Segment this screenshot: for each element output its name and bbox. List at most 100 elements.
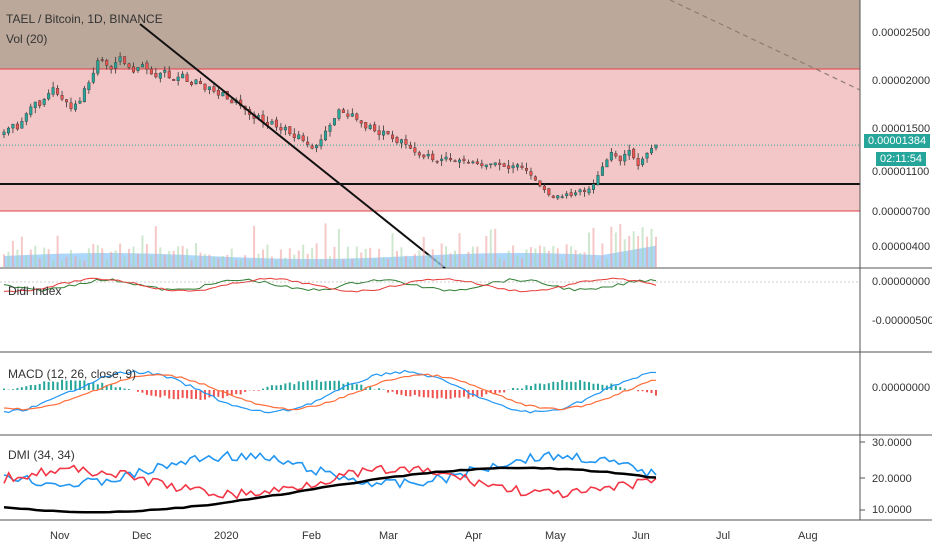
volume-bar-58 [262, 249, 265, 267]
macd-hist-106 [476, 390, 479, 398]
volume-bar-140 [628, 235, 631, 267]
dmi-tick-3: 10.0000 [872, 504, 912, 516]
volume-bar-115 [516, 255, 519, 267]
volume-bar-38 [172, 250, 175, 267]
volume-bar-130 [583, 252, 586, 267]
macd-hist-24 [110, 384, 113, 390]
volume-bar-0 [3, 254, 5, 267]
candle-body-114 [511, 165, 515, 169]
volume-bar-93 [418, 250, 421, 267]
volume-bar-3 [16, 249, 19, 267]
macd-hist-74 [333, 380, 336, 390]
legend-volume: Vol (20) [6, 32, 48, 46]
candle-body-44 [198, 81, 202, 84]
macd-hist-26 [119, 387, 122, 390]
volume-bar-137 [614, 232, 617, 267]
macd-hist-37 [168, 390, 171, 399]
candle-body-79 [355, 113, 359, 120]
candle-body-2 [11, 124, 15, 129]
macd-hist-53 [239, 390, 242, 395]
candle-body-57 [257, 115, 261, 118]
volume-bar-35 [159, 247, 162, 267]
candle-body-121 [542, 185, 546, 191]
macd-hist-43 [195, 390, 198, 399]
macd-hist-22 [101, 382, 104, 390]
volume-bar-141 [632, 231, 635, 267]
volume-bar-143 [641, 227, 644, 267]
macd-hist-108 [485, 390, 488, 395]
macd-hist-128 [574, 382, 577, 390]
countdown-badge: 02:11:54 [876, 152, 927, 166]
macd-hist-31 [141, 390, 144, 393]
macd-hist-49 [221, 390, 224, 399]
candle-body-90 [404, 139, 408, 145]
candle-body-109 [489, 163, 493, 166]
volume-bar-128 [574, 249, 577, 267]
candle-body-69 [310, 145, 314, 149]
candle-body-75 [337, 109, 341, 119]
volume-bar-85 [382, 257, 385, 267]
candle-body-82 [368, 124, 372, 129]
candle-body-19 [87, 82, 91, 91]
macd-hist-86 [387, 390, 390, 393]
candle-body-115 [516, 164, 520, 168]
price-tick-2: 0.00002000 [872, 75, 931, 87]
candle-body-51 [230, 99, 234, 104]
volume-bar-87 [391, 233, 394, 267]
volume-bar-88 [395, 251, 398, 267]
price-tick-5: 0.00000700 [872, 206, 931, 218]
macd-hist-27 [123, 388, 126, 390]
volume-bar-9 [43, 247, 46, 267]
macd-hist-110 [494, 390, 497, 395]
volume-bar-131 [588, 232, 591, 267]
volume-bar-52 [235, 259, 238, 267]
macd-tick: 0.00000000 [872, 382, 931, 394]
candle-body-129 [578, 189, 582, 193]
volume-bar-31 [141, 235, 144, 267]
volume-bar-51 [230, 248, 233, 267]
volume-bar-95 [427, 254, 430, 267]
macd-hist-137 [614, 385, 617, 390]
candle-body-138 [618, 155, 622, 162]
macd-hist-60 [270, 385, 273, 390]
volume-bar-12 [56, 235, 59, 267]
macd-hist-33 [150, 390, 153, 396]
candle-body-5 [24, 113, 28, 122]
macd-hist-133 [596, 383, 599, 390]
candle-body-36 [163, 69, 167, 73]
macd-hist-96 [431, 390, 434, 399]
x-tick-may: May [545, 530, 566, 542]
volume-bar-67 [302, 244, 305, 267]
candle-body-67 [301, 135, 305, 141]
candle-body-71 [319, 139, 323, 147]
volume-bar-104 [467, 251, 470, 267]
downtrend-line [139, 23, 446, 269]
macd-hist-46 [208, 390, 211, 398]
candle-body-117 [524, 168, 528, 171]
macd-hist-116 [521, 388, 524, 390]
candle-body-29 [132, 66, 136, 73]
volume-bar-96 [431, 249, 434, 267]
candle-body-102 [458, 159, 462, 163]
candle-body-98 [440, 158, 444, 161]
candle-body-25 [114, 62, 118, 69]
volume-bar-37 [168, 250, 171, 267]
volume-bar-134 [601, 243, 604, 267]
macd-hist-39 [177, 390, 180, 400]
volume-bar-94 [422, 236, 425, 267]
volume-bar-64 [288, 248, 291, 267]
candle-body-43 [194, 79, 198, 85]
macd-hist-127 [570, 381, 573, 390]
macd-hist-58 [262, 388, 265, 390]
volume-bar-22 [101, 248, 104, 267]
volume-bar-126 [565, 244, 568, 267]
macd-hist-10 [47, 381, 50, 390]
candle-body-86 [386, 131, 390, 135]
candle-body-143 [641, 158, 645, 165]
macd-hist-51 [230, 390, 233, 396]
macd-hist-16 [74, 380, 77, 390]
volume-bar-99 [445, 246, 448, 267]
volume-bar-54 [244, 255, 247, 267]
macd-hist-38 [172, 390, 175, 400]
